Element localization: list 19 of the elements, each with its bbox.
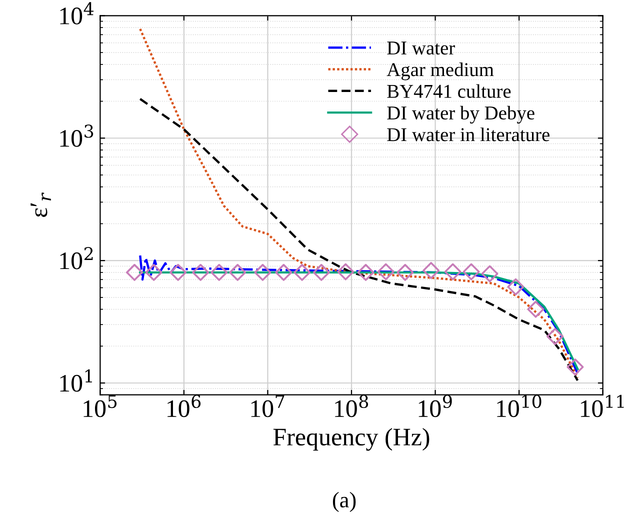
x-tick-label: 10$^{8}$ xyxy=(335,394,368,418)
y-tick-label: 10$^{4}$ xyxy=(60,2,94,24)
y-tick-label: 10$^{1}$ xyxy=(60,369,92,392)
y-tick-label: 10$^{2}$ xyxy=(60,246,93,270)
legend-label: Agar medium xyxy=(386,62,494,80)
legend-label: DI water by Debye xyxy=(387,106,534,124)
x-tick-label: 10$^{7}$ xyxy=(251,395,284,418)
y-axis-title: ε′$_{r}$ xyxy=(30,192,51,217)
legend-label: DI water xyxy=(387,42,455,55)
x-axis-title: Frequency (Hz) xyxy=(273,428,430,451)
x-tick-label: 10$^{10}$ xyxy=(497,394,542,418)
x-tick-label: 10$^{5}$ xyxy=(84,395,117,418)
y-tick-label: 10$^{3}$ xyxy=(60,124,94,147)
text: (a) xyxy=(332,492,356,512)
legend-label: DI water in literature xyxy=(387,128,550,142)
x-tick-label: 10$^{6}$ xyxy=(168,394,201,418)
x-tick-label: 10$^{11}$ xyxy=(580,394,624,418)
x-tick-label: 10$^{9}$ xyxy=(418,394,452,418)
legend-label: BY4741 culture xyxy=(387,84,511,98)
